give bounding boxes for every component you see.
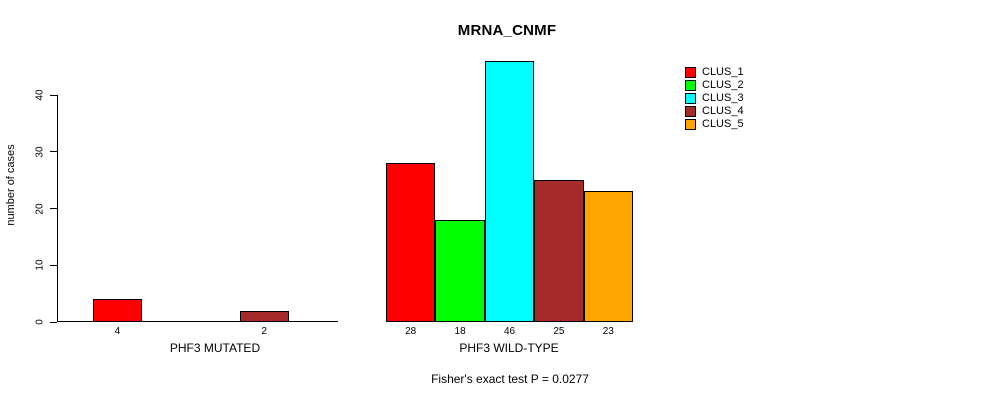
- legend-swatch-clus-4: [685, 106, 696, 117]
- bar-value-label: 4: [114, 326, 121, 337]
- y-axis-tick-label: 0: [34, 319, 46, 325]
- y-axis-tick: [50, 151, 57, 153]
- legend-item: CLUS_4: [685, 105, 744, 118]
- y-axis-tick: [50, 208, 57, 209]
- legend: CLUS_1 CLUS_2 CLUS_3 CLUS_4 CLUS_5: [685, 66, 744, 131]
- y-axis-tick: [50, 321, 57, 323]
- group-label-phf3-mutated: PHF3 MUTATED: [169, 341, 261, 355]
- bar-value-label: 23: [602, 326, 614, 337]
- bar-clus-5: [583, 191, 633, 322]
- legend-item: CLUS_3: [685, 92, 744, 105]
- bar-clus-2: [435, 219, 485, 322]
- bar-clus-4: [239, 310, 289, 322]
- bar-clus-4: [534, 180, 584, 322]
- bar-clus-1: [93, 299, 142, 322]
- bar-value-label: 46: [503, 326, 516, 337]
- legend-label: CLUS_3: [702, 92, 744, 104]
- legend-item: CLUS_2: [685, 79, 744, 92]
- bar-value-label: 18: [454, 326, 466, 337]
- bar-clus-3: [484, 60, 535, 322]
- bar-value-label: 28: [405, 326, 417, 337]
- legend-swatch-clus-5: [685, 119, 696, 130]
- legend-label: CLUS_5: [702, 118, 744, 130]
- bar-clus-1: [386, 163, 436, 322]
- bar-value-label: 25: [553, 326, 565, 337]
- y-axis-tick-label: 30: [34, 146, 46, 158]
- y-axis-tick-label: 40: [34, 89, 46, 101]
- y-axis-tick: [50, 264, 57, 266]
- legend-label: CLUS_2: [702, 79, 744, 91]
- group-label-phf3-wild-type: PHF3 WILD-TYPE: [459, 341, 559, 355]
- legend-item: CLUS_1: [685, 66, 744, 79]
- legend-label: CLUS_1: [702, 66, 744, 78]
- y-axis-tick-label: 10: [34, 259, 46, 271]
- legend-swatch-clus-1: [685, 67, 696, 78]
- legend-swatch-clus-3: [685, 93, 696, 104]
- legend-item: CLUS_5: [685, 118, 744, 131]
- y-axis-tick: [50, 94, 57, 96]
- x-axis-baseline: [57, 321, 338, 322]
- y-axis-line: [57, 94, 58, 322]
- fisher-test-annotation: Fisher's exact test P = 0.0277: [431, 372, 589, 386]
- bar-value-label: 2: [261, 326, 267, 337]
- y-axis-tick-label: 20: [34, 202, 46, 215]
- legend-label: CLUS_4: [702, 105, 744, 117]
- chart-title: MRNA_CNMF: [457, 22, 557, 39]
- legend-swatch-clus-2: [685, 80, 696, 91]
